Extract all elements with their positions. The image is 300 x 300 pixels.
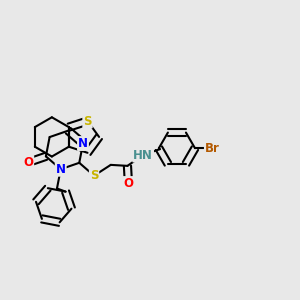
Text: O: O: [23, 156, 33, 169]
Text: Br: Br: [205, 142, 220, 155]
Text: HN: HN: [133, 148, 153, 162]
Text: O: O: [123, 177, 134, 190]
Text: N: N: [78, 137, 88, 150]
Text: N: N: [56, 163, 66, 176]
Text: S: S: [90, 169, 98, 182]
Text: S: S: [83, 115, 92, 128]
